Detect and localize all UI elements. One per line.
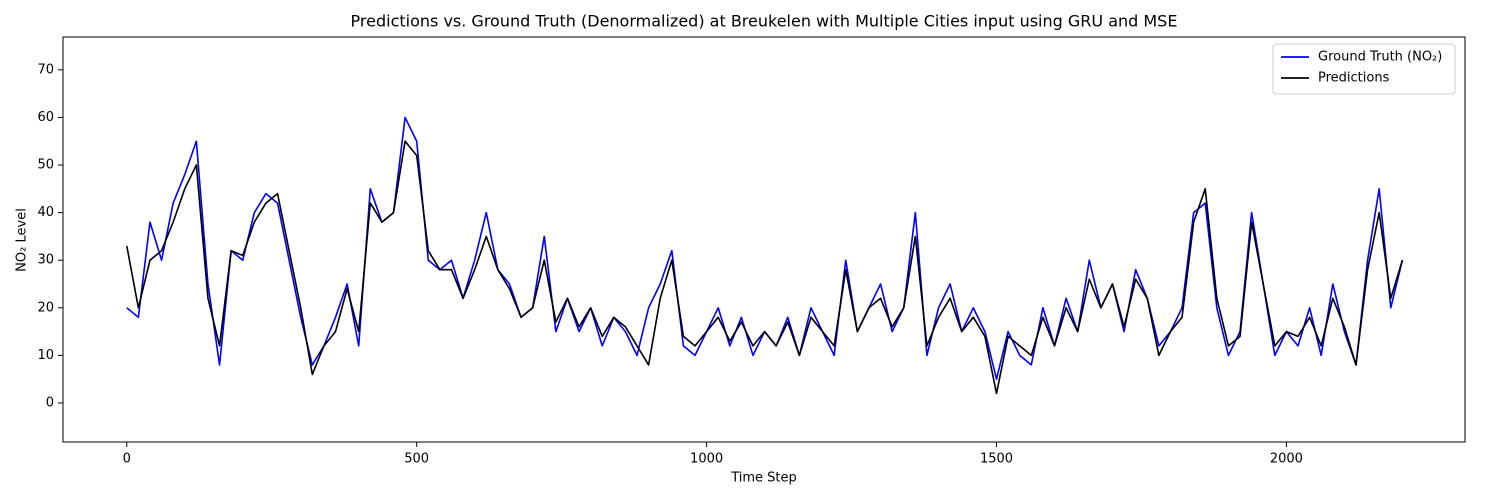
y-tick-label: 70 (37, 62, 54, 77)
data-line (125, 140, 1404, 395)
y-tick-label: 60 (37, 110, 54, 125)
legend-label: Predictions (1318, 71, 1390, 86)
y-tick-label: 50 (37, 158, 54, 173)
legend-label: Ground Truth (NO₂) (1318, 50, 1442, 65)
plot-frame (62, 36, 1466, 443)
y-tick-label: 40 (37, 205, 54, 220)
y-tick-label: 10 (37, 348, 54, 363)
x-axis-label: Time Step (730, 471, 797, 486)
x-tick-label: 500 (404, 452, 429, 467)
y-tick-label: 20 (37, 300, 54, 315)
x-tick-label: 0 (123, 452, 131, 467)
y-tick-label: 30 (37, 253, 54, 268)
legend-box (1272, 43, 1456, 95)
x-tick-label: 1500 (980, 452, 1013, 467)
chart-title: Predictions vs. Ground Truth (Denormaliz… (351, 12, 1178, 31)
x-tick-label: 2000 (1270, 452, 1303, 467)
x-tick-label: 1000 (690, 452, 723, 467)
y-tick-label: 0 (46, 395, 54, 410)
y-axis-label: NO₂ Level (15, 208, 30, 272)
